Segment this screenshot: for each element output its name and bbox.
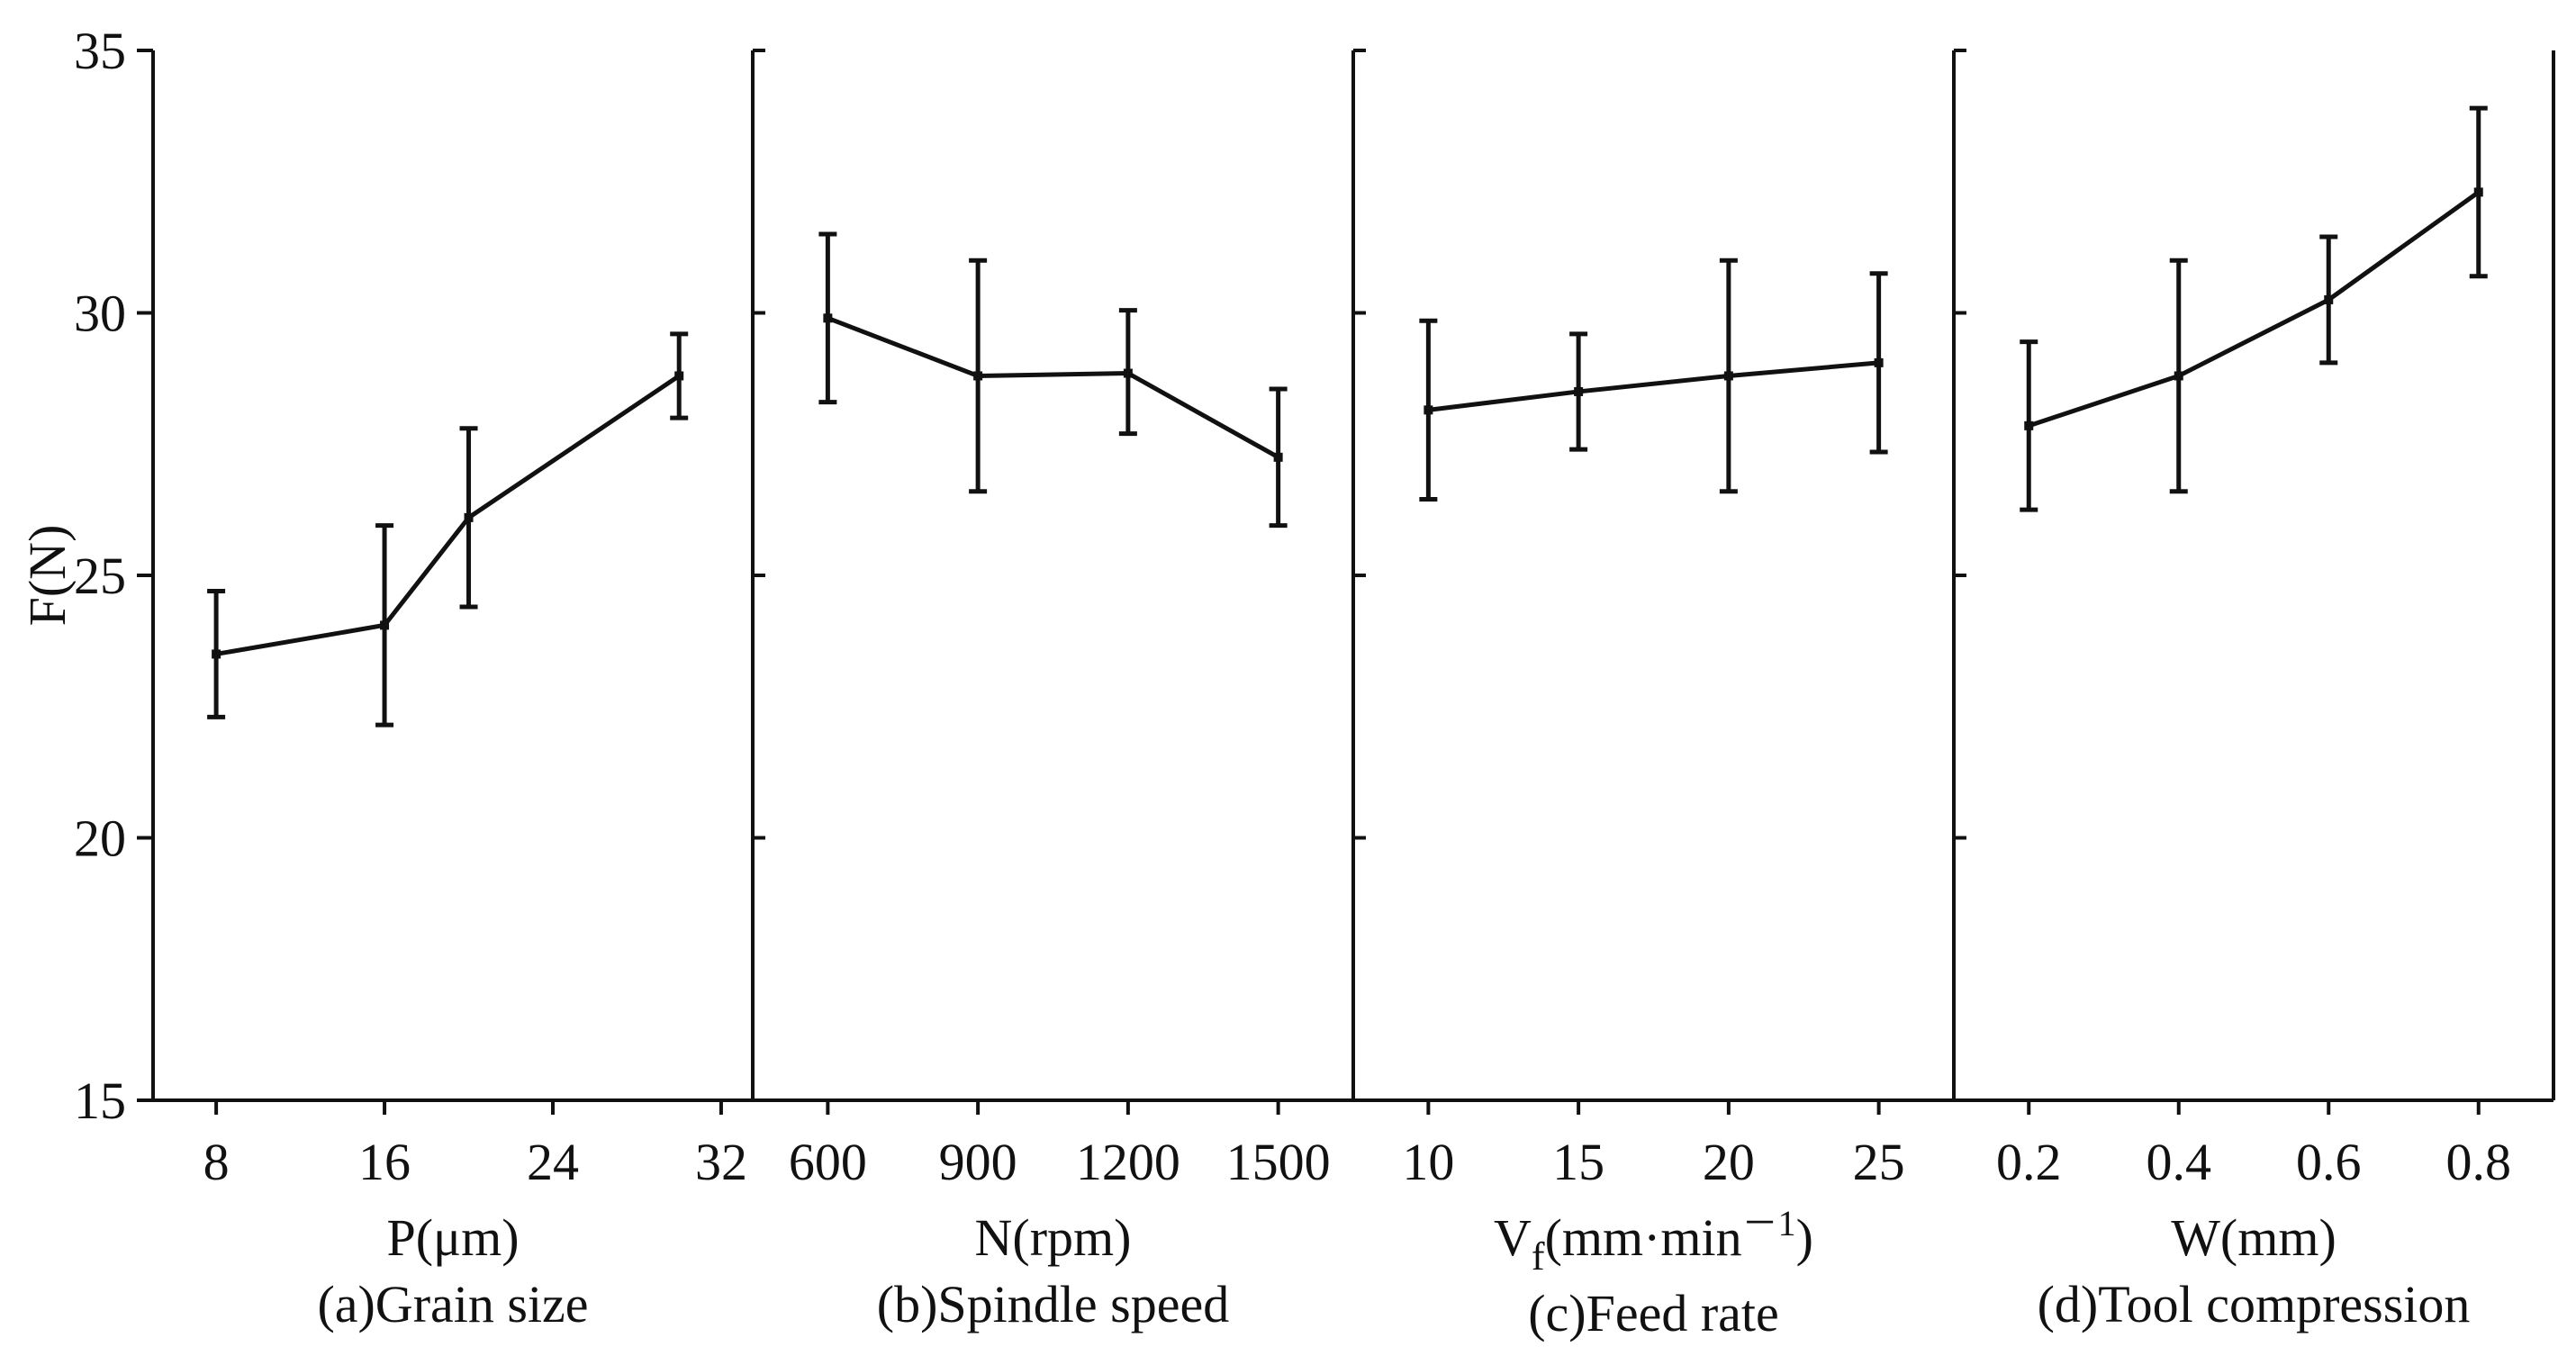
x-tick-label: 20	[1703, 1133, 1755, 1191]
data-point	[1574, 386, 1584, 396]
x-axis-label-close: )	[1796, 1208, 1813, 1267]
data-point	[1424, 405, 1433, 415]
x-tick-label: 0.6	[2296, 1133, 2362, 1191]
y-tick-label: 30	[74, 285, 126, 343]
plot-frame: 15 20 25 30 35	[74, 22, 2555, 1130]
data-point	[2324, 294, 2334, 304]
panel-caption: (c)Feed rate	[1528, 1284, 1779, 1342]
data-point	[2174, 371, 2183, 381]
data-point	[2024, 420, 2034, 430]
data-point	[1723, 371, 1733, 381]
x-tick-label: 24	[527, 1133, 579, 1191]
mean-line	[827, 315, 1279, 460]
panels: 8 16 24 32 P(μm) (a)Grain size 600 900 1200 1500 N…	[203, 50, 2511, 1342]
data-point	[674, 371, 684, 381]
y-tick-label: 35	[74, 22, 126, 80]
data-point	[1273, 452, 1283, 462]
x-axis-label-units: (mm·min	[1545, 1208, 1742, 1267]
x-tick-label: 10	[1402, 1133, 1454, 1191]
x-axis-label: Vf(mm·min－1)	[1494, 1203, 1813, 1279]
panel-a: 8 16 24 32 P(μm) (a)Grain size	[203, 331, 747, 1333]
y-tick-label: 25	[74, 547, 126, 605]
y-tick-label: 15	[74, 1071, 126, 1130]
data-point	[973, 371, 983, 381]
x-axis-label-subscript: f	[1532, 1234, 1545, 1279]
x-tick-label: 16	[358, 1133, 411, 1191]
x-tick-label: 0.8	[2446, 1133, 2512, 1191]
y-axis-label: F(N)	[18, 525, 77, 627]
x-tick-label: 1200	[1076, 1133, 1180, 1191]
data-point	[2473, 187, 2483, 197]
data-point	[212, 649, 221, 659]
x-axis-label-main: V	[1494, 1208, 1532, 1267]
panel-b: 600 900 1200 1500 N(rpm) (b)Spindle speed	[751, 50, 1331, 1333]
panel-d: 0.2 0.4 0.6 0.8 W(mm) (d)Tool compression	[1952, 50, 2512, 1333]
x-axis-label: P(μm)	[386, 1208, 519, 1267]
x-axis-label: W(mm)	[2171, 1208, 2336, 1267]
mean-line	[215, 374, 681, 656]
data-point	[1123, 368, 1133, 378]
data-point	[1874, 357, 1884, 367]
x-tick-label: 8	[203, 1133, 230, 1191]
x-axis-label-superscript: －1	[1742, 1203, 1796, 1243]
panel-caption: (d)Tool compression	[2038, 1275, 2471, 1333]
x-axis-label: N(rpm)	[975, 1208, 1132, 1267]
x-tick-label: 900	[939, 1133, 1017, 1191]
mean-line	[1428, 360, 1879, 412]
x-tick-label: 0.4	[2147, 1133, 2212, 1191]
mean-line	[2028, 190, 2481, 429]
data-point	[464, 512, 474, 522]
y-tick-label: 20	[74, 809, 126, 868]
panel-caption: (a)Grain size	[317, 1275, 588, 1333]
panel-caption: (b)Spindle speed	[877, 1275, 1229, 1333]
x-tick-label: 15	[1552, 1133, 1604, 1191]
x-tick-label: 1500	[1226, 1133, 1331, 1191]
data-point	[823, 313, 833, 323]
x-tick-label: 600	[789, 1133, 867, 1191]
x-tick-label: 32	[695, 1133, 747, 1191]
x-tick-label: 0.2	[1996, 1133, 2062, 1191]
data-point	[380, 620, 390, 630]
x-tick-label: 25	[1853, 1133, 1905, 1191]
